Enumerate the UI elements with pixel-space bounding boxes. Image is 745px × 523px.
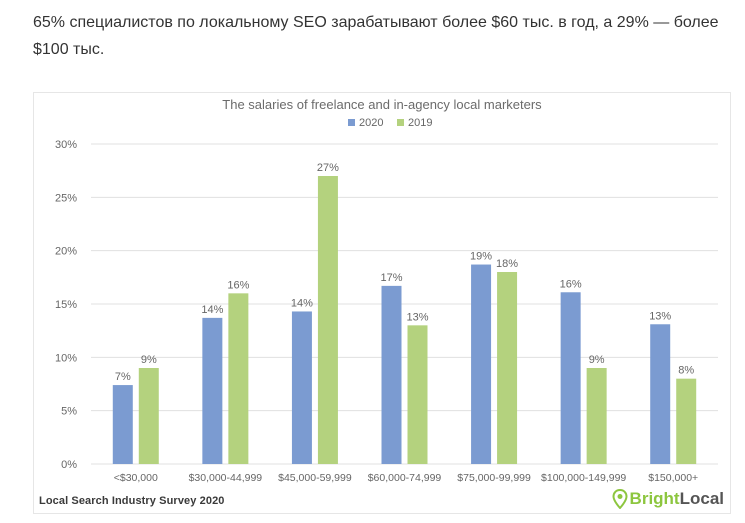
bar-2020 (381, 285, 402, 464)
legend-swatch-2019 (397, 119, 404, 126)
y-tick-label: 15% (55, 299, 77, 311)
legend-label-2019: 2019 (408, 117, 432, 129)
bar-2019 (317, 176, 338, 464)
y-tick-label: 20% (55, 246, 77, 258)
location-pin-icon (612, 489, 628, 509)
x-tick-label: <$30,000 (114, 472, 158, 484)
data-label-2019: 16% (227, 279, 249, 291)
x-tick-label: $45,000-59,999 (278, 472, 352, 484)
y-tick-label: 0% (61, 459, 77, 471)
data-label-2019: 9% (589, 354, 605, 366)
brightlocal-logo: BrightLocal (612, 488, 724, 510)
logo-local-text: Local (679, 489, 724, 508)
data-label-2020: 17% (380, 272, 402, 284)
bar-2019 (676, 378, 697, 464)
data-label-2019: 27% (317, 162, 339, 174)
bar-2020 (202, 317, 223, 464)
y-tick-label: 25% (55, 192, 77, 204)
y-tick-label: 10% (55, 352, 77, 364)
data-label-2019: 13% (406, 311, 428, 323)
y-tick-label: 30% (55, 139, 77, 151)
source-caption: Local Search Industry Survey 2020 (39, 495, 225, 507)
data-label-2020: 16% (560, 278, 582, 290)
bar-2020 (560, 292, 581, 464)
y-tick-label: 5% (61, 406, 77, 418)
x-tick-label: $100,000-149,999 (541, 472, 626, 484)
data-label-2020: 14% (291, 297, 313, 309)
data-label-2019: 9% (141, 354, 157, 366)
data-label-2019: 8% (678, 365, 694, 377)
intro-paragraph: 65% специалистов по локальному SEO зараб… (33, 14, 719, 58)
x-tick-label: $150,000+ (648, 472, 698, 484)
bar-2019 (228, 293, 249, 464)
bar-2019 (586, 368, 607, 464)
chart-figure: The salaries of freelance and in-agency … (33, 92, 731, 514)
data-label-2020: 7% (115, 371, 131, 383)
data-label-2020: 14% (201, 304, 223, 316)
bar-2019 (138, 368, 159, 464)
bar-2020 (291, 311, 312, 464)
bar-2020 (650, 324, 671, 464)
x-tick-label: $75,000-99,999 (457, 472, 531, 484)
legend-label-2020: 2020 (359, 117, 383, 129)
bar-2019 (497, 272, 518, 464)
data-label-2019: 18% (496, 258, 518, 270)
bar-2019 (407, 325, 428, 464)
bar-2020 (471, 264, 492, 464)
data-label-2020: 19% (470, 251, 492, 263)
legend-swatch-2020 (348, 119, 355, 126)
x-tick-label: $30,000-44,999 (189, 472, 263, 484)
data-label-2020: 13% (649, 310, 671, 322)
x-tick-label: $60,000-74,999 (368, 472, 442, 484)
logo-bright-text: Bright (629, 489, 680, 508)
chart-title: The salaries of freelance and in-agency … (222, 97, 542, 112)
salary-bar-chart: The salaries of freelance and in-agency … (55, 97, 718, 484)
bar-2020 (112, 385, 133, 464)
